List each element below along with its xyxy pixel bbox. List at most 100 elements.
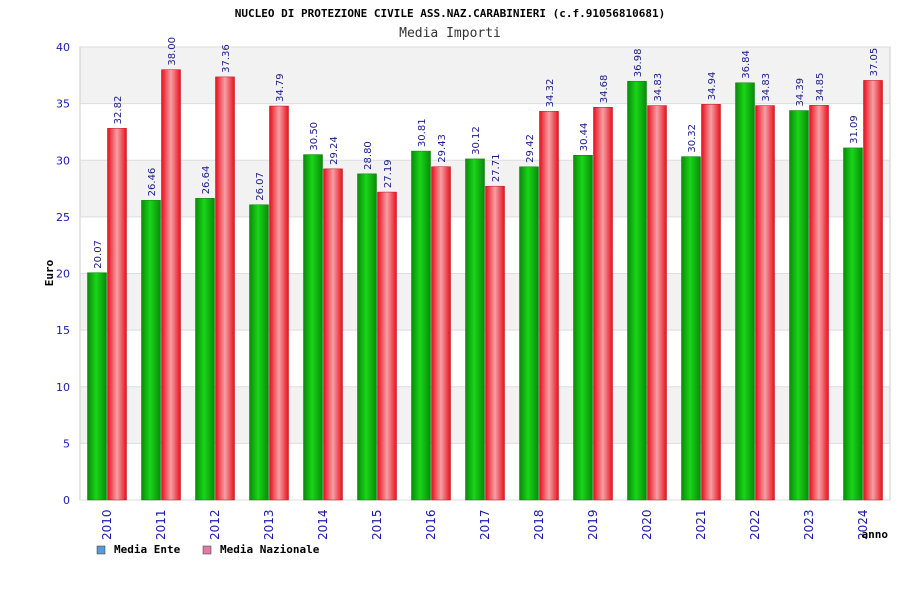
- value-label: 29.42: [525, 134, 536, 163]
- bar-media-nazionale-2013: [269, 105, 289, 501]
- bar-media-ente-2015: [357, 173, 377, 501]
- value-label: 28.80: [363, 141, 374, 170]
- value-label: 34.85: [815, 73, 826, 102]
- y-tick-label: 35: [56, 98, 70, 111]
- x-tick-label: 2011: [154, 509, 168, 540]
- bar-media-ente-2013: [249, 204, 269, 501]
- value-label: 32.82: [113, 96, 124, 125]
- legend-swatch-media-ente: [96, 545, 106, 555]
- bar-media-nazionale-2016: [431, 166, 451, 501]
- x-tick-label: 2013: [262, 509, 276, 540]
- plot-band: [80, 47, 890, 104]
- gridlines: [80, 46, 890, 501]
- bar-media-ente-2022: [735, 82, 755, 501]
- y-tick-label: 5: [63, 437, 70, 450]
- bar-media-ente-2012: [195, 198, 215, 501]
- y-tick-label: 30: [56, 154, 70, 167]
- plot-band: [80, 160, 890, 217]
- bar-media-nazionale-2014: [323, 168, 343, 501]
- x-tick-label: 2012: [208, 509, 222, 540]
- chart-subtitle: Media Importi: [399, 26, 501, 41]
- bar-media-ente-2014: [303, 154, 323, 501]
- x-tick-label: 2020: [640, 509, 654, 540]
- x-tick-label: 2023: [802, 509, 816, 540]
- x-tick-label: 2018: [532, 509, 546, 540]
- legend-label-media-nazionale: Media Nazionale: [220, 543, 320, 556]
- x-tick-label: 2024: [856, 509, 870, 540]
- y-tick-label: 0: [63, 494, 70, 507]
- value-label: 27.19: [383, 159, 394, 188]
- y-tick-label: 20: [56, 268, 70, 281]
- legend-swatch-media-nazionale: [202, 545, 212, 555]
- value-label: 20.07: [93, 240, 104, 269]
- bar-media-ente-2024: [843, 147, 863, 501]
- bar-media-nazionale-2018: [539, 111, 559, 501]
- x-tick-label: 2022: [748, 509, 762, 540]
- value-label: 30.44: [579, 123, 590, 152]
- value-label: 34.83: [761, 73, 772, 102]
- value-label: 29.24: [329, 136, 340, 165]
- value-label: 26.46: [147, 168, 158, 197]
- y-tick-label: 25: [56, 211, 70, 224]
- x-tick-label: 2015: [370, 509, 384, 540]
- bar-media-ente-2011: [141, 200, 161, 501]
- bar-media-nazionale-2024: [863, 80, 883, 501]
- legend-label-media-ente: Media Ente: [114, 543, 181, 556]
- plot-band: [80, 273, 890, 331]
- value-label: 34.39: [795, 78, 806, 107]
- bar-media-ente-2017: [465, 158, 485, 501]
- legend: Media Ente Media Nazionale: [96, 543, 320, 556]
- bar-media-ente-2018: [519, 166, 539, 501]
- bar-media-ente-2010: [87, 272, 107, 501]
- value-label: 31.09: [849, 115, 860, 144]
- bar-media-nazionale-2015: [377, 191, 397, 501]
- bar-media-nazionale-2017: [485, 185, 505, 501]
- value-label: 27.71: [491, 154, 502, 183]
- y-axis-ticks: 0 5 10 15 20 25 30 35 40: [56, 41, 70, 507]
- value-label: 30.12: [471, 126, 482, 155]
- value-label: 34.79: [275, 73, 286, 102]
- value-label: 36.98: [633, 49, 644, 78]
- x-tick-label: 2010: [100, 509, 114, 540]
- y-tick-label: 15: [56, 324, 70, 337]
- value-label: 38.00: [167, 37, 178, 66]
- bars: [87, 69, 883, 501]
- value-labels: 20.07 32.82 26.46 38.00 26.64 37.36 26.07 34.79…: [93, 37, 880, 269]
- y-axis-label: Euro: [43, 259, 56, 286]
- bar-media-ente-2016: [411, 150, 431, 501]
- value-label: 30.50: [309, 122, 320, 151]
- bar-media-nazionale-2022: [755, 105, 775, 501]
- x-axis-label: anno: [862, 528, 889, 541]
- x-tick-label: 2014: [316, 509, 330, 540]
- bar-media-nazionale-2011: [161, 69, 181, 501]
- bar-media-nazionale-2010: [107, 128, 127, 501]
- plot-band: [80, 103, 890, 161]
- x-tick-label: 2017: [478, 509, 492, 540]
- chart-title: NUCLEO DI PROTEZIONE CIVILE ASS.NAZ.CARA…: [235, 7, 665, 20]
- bar-media-ente-2021: [681, 156, 701, 501]
- value-label: 26.64: [201, 166, 212, 195]
- bar-media-ente-2020: [627, 80, 647, 501]
- value-label: 30.32: [687, 124, 698, 153]
- value-label: 37.05: [869, 48, 880, 77]
- plot-area: [79, 46, 891, 501]
- bar-media-nazionale-2023: [809, 105, 829, 501]
- value-label: 34.83: [653, 73, 664, 102]
- bar-media-nazionale-2020: [647, 105, 667, 501]
- bar-media-nazionale-2012: [215, 76, 235, 501]
- plot-band: [80, 216, 890, 274]
- y-tick-label: 10: [56, 381, 70, 394]
- value-label: 34.94: [707, 72, 718, 101]
- value-label: 34.32: [545, 79, 556, 108]
- value-label: 36.84: [741, 50, 752, 79]
- bar-media-nazionale-2019: [593, 106, 613, 501]
- bar-media-ente-2023: [789, 110, 809, 501]
- bar-media-ente-2019: [573, 155, 593, 501]
- value-label: 37.36: [221, 44, 232, 73]
- bar-media-nazionale-2021: [701, 104, 721, 501]
- x-tick-label: 2019: [586, 509, 600, 540]
- x-axis-ticks: 2010 2011 2012 2013 2014 2015 2016 2017 2018 2019…: [100, 509, 870, 540]
- value-label: 26.07: [255, 172, 266, 201]
- plot-band: [80, 386, 890, 444]
